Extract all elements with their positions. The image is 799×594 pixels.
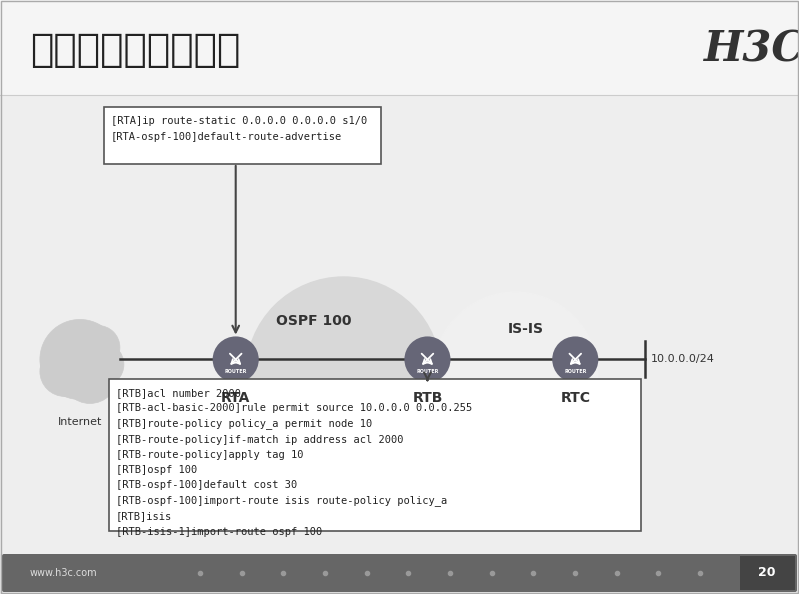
FancyBboxPatch shape: [109, 379, 641, 531]
Bar: [740, 556, 795, 590]
Text: www.h3c.com: www.h3c.com: [30, 568, 97, 578]
Text: 10.0.0.0/24: 10.0.0.0/24: [651, 355, 715, 365]
Circle shape: [80, 343, 124, 387]
Text: 20: 20: [758, 567, 776, 580]
Circle shape: [405, 337, 450, 381]
Text: ROUTER: ROUTER: [564, 369, 586, 374]
Text: ROUTER: ROUTER: [225, 369, 247, 374]
Text: RTA: RTA: [221, 391, 250, 406]
Bar: [0, 0, 799, 95]
Circle shape: [76, 326, 120, 369]
Text: RTB: RTB: [412, 391, 443, 406]
Circle shape: [553, 337, 598, 381]
Circle shape: [213, 337, 258, 381]
Text: IS-IS: IS-IS: [507, 322, 543, 336]
FancyBboxPatch shape: [2, 554, 797, 592]
Text: [RTB]acl number 2000
[RTB-acl-basic-2000]rule permit source 10.0.0.0 0.0.0.255
[: [RTB]acl number 2000 [RTB-acl-basic-2000…: [116, 388, 472, 536]
Text: ROUTER: ROUTER: [416, 369, 439, 374]
Circle shape: [62, 347, 118, 403]
Text: Internet: Internet: [58, 418, 102, 428]
Bar: [0, 95, 799, 554]
Text: OSPF 100: OSPF 100: [276, 314, 352, 328]
Text: [RTA]ip route-static 0.0.0.0 0.0.0.0 s1/0
[RTA-ospf-100]default-route-advertise: [RTA]ip route-static 0.0.0.0 0.0.0.0 s1/…: [111, 116, 368, 141]
Text: 单边界路由引入示例: 单边界路由引入示例: [30, 31, 240, 69]
Circle shape: [40, 320, 120, 400]
Circle shape: [246, 277, 441, 472]
Circle shape: [46, 327, 90, 371]
Text: H3C: H3C: [704, 29, 799, 71]
Circle shape: [40, 346, 90, 396]
Circle shape: [433, 292, 598, 457]
Text: RTC: RTC: [560, 391, 590, 406]
FancyBboxPatch shape: [104, 107, 381, 164]
